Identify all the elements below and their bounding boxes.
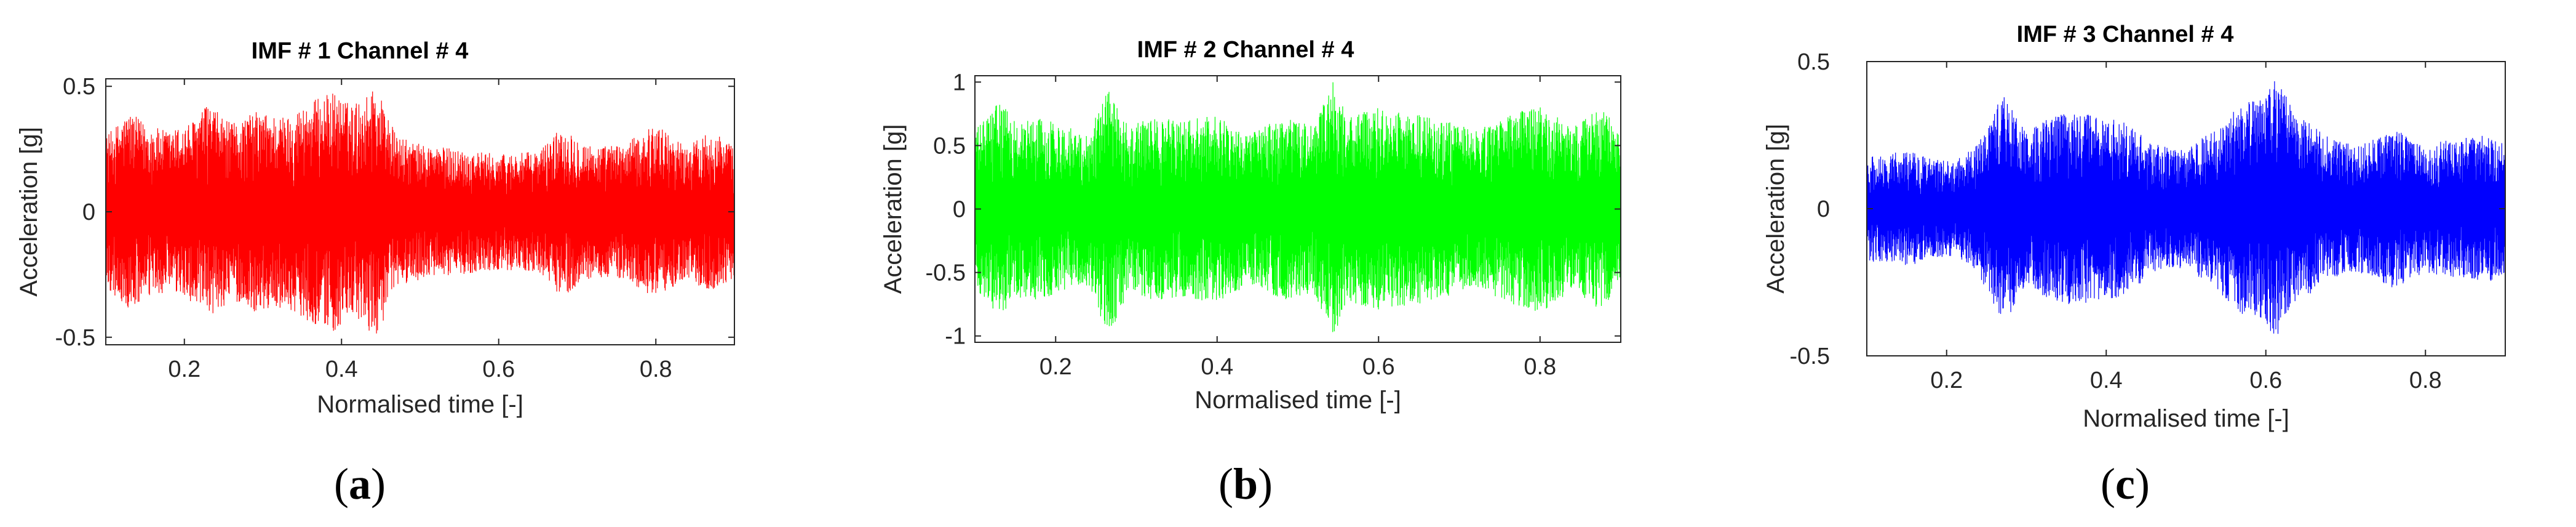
y-tick-label: 0 xyxy=(953,197,966,223)
x-tick-label: 0.4 xyxy=(1201,354,1233,380)
panel-caption: (a) xyxy=(334,459,386,509)
panel-caption: (b) xyxy=(1218,459,1273,509)
signal-series-line xyxy=(1866,81,2506,334)
x-tick-label: 0.6 xyxy=(1362,354,1395,380)
y-axis-label: Acceleration [g] xyxy=(880,124,907,294)
y-tick-label: 0.5 xyxy=(63,74,95,100)
x-tick-label: 0.2 xyxy=(1930,368,1963,393)
y-axis-label: Acceleration [g] xyxy=(15,127,42,297)
chart-panel-c: 0.2 0.4 0.6 0.8 -0.5 0 0.5 IMF # 3 Channel # 4 N… xyxy=(1762,22,2506,509)
y-tick-label: 0.5 xyxy=(1797,49,1830,75)
panel-caption-letter: c xyxy=(2115,459,2135,509)
y-tick-label: -0.5 xyxy=(1790,344,1830,369)
x-tick-label: 0.4 xyxy=(325,356,358,382)
x-tick-label: 0.2 xyxy=(1040,354,1072,380)
chart-title: IMF # 1 Channel # 4 xyxy=(252,38,469,64)
y-tick-label: 0 xyxy=(1817,196,1830,222)
x-tick-label: 0.2 xyxy=(168,356,201,382)
y-tick-label: 1 xyxy=(953,70,966,95)
x-tick-label: 0.6 xyxy=(482,356,515,382)
x-axis-label: Normalised time [-] xyxy=(1195,387,1401,414)
y-tick-label: 0 xyxy=(82,199,95,225)
panel-caption-letter: b xyxy=(1233,459,1258,509)
x-tick-label: 0.6 xyxy=(2249,368,2282,393)
x-tick-label: 0.8 xyxy=(2409,368,2442,393)
x-tick-label: 0.8 xyxy=(1524,354,1556,380)
panel-caption: (c) xyxy=(2101,459,2150,509)
panel-caption-letter: a xyxy=(349,459,371,509)
chart-title: IMF # 3 Channel # 4 xyxy=(2017,22,2234,47)
x-axis-label: Normalised time [-] xyxy=(2083,405,2289,432)
y-tick-label: -0.5 xyxy=(926,260,966,286)
chart-title: IMF # 2 Channel # 4 xyxy=(1137,37,1354,63)
x-axis-label: Normalised time [-] xyxy=(317,391,523,418)
x-tick-label: 0.4 xyxy=(2090,368,2123,393)
y-axis-label: Acceleration [g] xyxy=(1762,124,1789,294)
y-tick-label: 0.5 xyxy=(933,133,966,159)
chart-panel-b: 0.2 0.4 0.6 0.8 -1 -0.5 0 0.5 1 IMF # 2 Channel #… xyxy=(880,37,1621,509)
x-tick-label: 0.8 xyxy=(640,356,672,382)
signal-series-line xyxy=(105,91,735,334)
y-tick-label: -0.5 xyxy=(55,325,95,351)
chart-panel-a: 0.2 0.4 0.6 0.8 -0.5 0 0.5 IMF # 1 Channel # 4 N… xyxy=(15,38,735,509)
signal-series-line xyxy=(974,82,1621,332)
y-tick-label: -1 xyxy=(945,324,966,350)
